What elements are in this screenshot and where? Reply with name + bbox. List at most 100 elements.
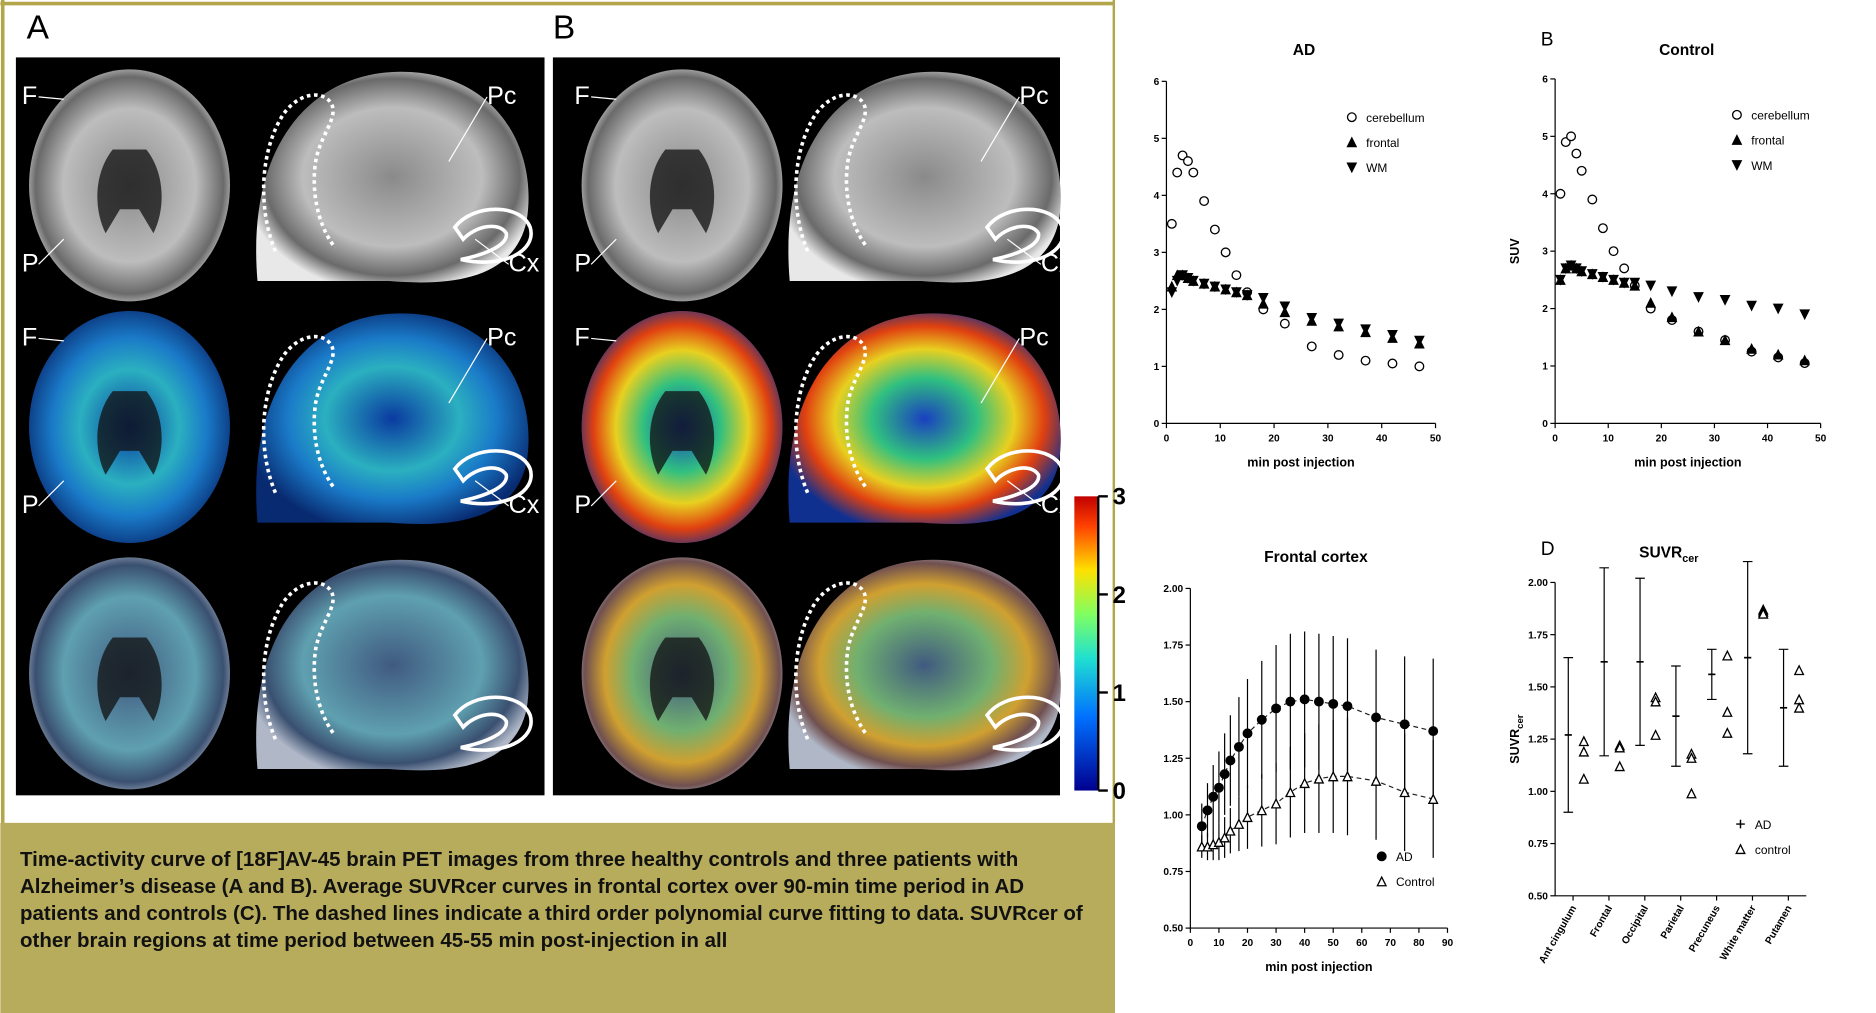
marker <box>1731 109 1742 120</box>
chart-title: AD <box>1293 42 1315 59</box>
y-tick-label: 1 <box>1154 362 1160 373</box>
x-tick-label: 50 <box>1328 938 1340 949</box>
marker <box>1333 318 1345 330</box>
marker <box>1666 286 1678 298</box>
x-tick-label: 10 <box>1215 433 1227 444</box>
marker <box>1608 246 1619 257</box>
marker <box>1233 741 1244 752</box>
marker <box>1571 148 1582 159</box>
marker <box>1566 131 1577 142</box>
region-label: Pc <box>487 82 516 110</box>
marker <box>1578 745 1590 757</box>
x-tick-label: 70 <box>1385 938 1397 949</box>
region-label: Pc <box>487 324 516 352</box>
marker <box>1414 335 1425 347</box>
label-pointer <box>38 337 64 342</box>
marker <box>1560 263 1572 275</box>
y-axis-label-text: SUVR <box>1508 729 1522 764</box>
marker <box>1187 275 1199 287</box>
marker <box>1196 821 1207 832</box>
marker <box>1693 292 1704 303</box>
y-tick-label: 5 <box>1154 134 1160 145</box>
y-tick-label: 1.00 <box>1163 810 1183 821</box>
legend-label: cerebellum <box>1751 109 1809 123</box>
label-pointer <box>980 96 1020 162</box>
label-pointer <box>448 338 488 404</box>
chart-title-subscript: cer <box>1682 553 1699 565</box>
marker <box>1666 311 1678 323</box>
marker <box>1166 218 1177 229</box>
marker <box>1414 361 1425 372</box>
marker <box>1219 831 1231 843</box>
marker <box>1614 760 1626 772</box>
label-pointer <box>38 96 64 100</box>
y-tick-label: 2 <box>1154 305 1160 316</box>
x-tick-label: 20 <box>1268 433 1280 444</box>
marker <box>1279 318 1290 329</box>
marker <box>1279 301 1291 313</box>
marker <box>1735 843 1746 855</box>
marker <box>1721 706 1733 717</box>
x-tick-label: 0 <box>1552 433 1558 444</box>
legend-label: WM <box>1751 159 1772 173</box>
marker <box>1555 188 1566 199</box>
marker <box>1746 342 1757 354</box>
y-tick-label: 2 <box>1542 304 1548 315</box>
legend-label: frontal <box>1751 134 1784 148</box>
marker <box>1793 664 1805 676</box>
marker <box>1231 270 1242 281</box>
panel-letter: A <box>27 9 50 46</box>
marker <box>1328 698 1339 709</box>
marker <box>1270 797 1282 809</box>
region-label: Pc <box>1019 82 1048 110</box>
marker <box>1220 284 1232 296</box>
label-pointer <box>1007 238 1042 265</box>
x-tick-label: 0 <box>1188 938 1194 949</box>
marker <box>1629 277 1641 289</box>
marker <box>1299 777 1311 789</box>
marker <box>1427 793 1439 804</box>
x-axis-label: min post injection <box>1265 960 1372 974</box>
x-tick-label: Occipital <box>1620 904 1651 947</box>
legend-label: WM <box>1366 161 1387 175</box>
marker <box>1597 272 1609 283</box>
marker <box>1306 312 1318 324</box>
marker <box>1428 726 1439 737</box>
region-label: P <box>574 249 591 277</box>
marker <box>1257 292 1269 304</box>
label-pointer <box>591 96 617 100</box>
y-tick-label: 1.25 <box>1163 754 1183 765</box>
legend-label: AD <box>1396 850 1413 864</box>
marker <box>1209 224 1220 235</box>
x-tick-label: 0 <box>1164 433 1170 444</box>
region-label: P <box>22 249 39 277</box>
legend-label: control <box>1755 843 1791 857</box>
region-label: Cx <box>1041 491 1072 519</box>
marker <box>1346 162 1358 174</box>
axis <box>1554 78 1821 424</box>
x-tick-label: 50 <box>1815 433 1827 444</box>
x-tick-label: White matter <box>1718 904 1758 963</box>
region-label: F <box>22 324 37 352</box>
x-tick-label: 40 <box>1762 433 1774 444</box>
x-tick-label: 20 <box>1656 433 1668 444</box>
region-label: Cx <box>509 491 540 519</box>
marker <box>1619 263 1630 274</box>
y-tick-label: 0.50 <box>1528 891 1548 902</box>
marker <box>1578 773 1590 784</box>
y-axis-label: SUVRcer <box>1508 714 1526 763</box>
colorbar-tick-label: 2 <box>1113 582 1126 609</box>
marker <box>1731 160 1743 171</box>
y-tick-label: 3 <box>1542 247 1548 258</box>
region-label: F <box>574 82 589 110</box>
marker <box>1376 851 1387 862</box>
y-tick-label: 0 <box>1154 419 1160 430</box>
marker <box>1202 805 1213 816</box>
axis <box>1165 81 1436 424</box>
marker <box>1256 804 1268 816</box>
marker <box>1686 787 1697 799</box>
panel-letter: D <box>1541 539 1555 560</box>
marker <box>1198 278 1210 290</box>
y-tick-label: 3 <box>1154 248 1160 259</box>
